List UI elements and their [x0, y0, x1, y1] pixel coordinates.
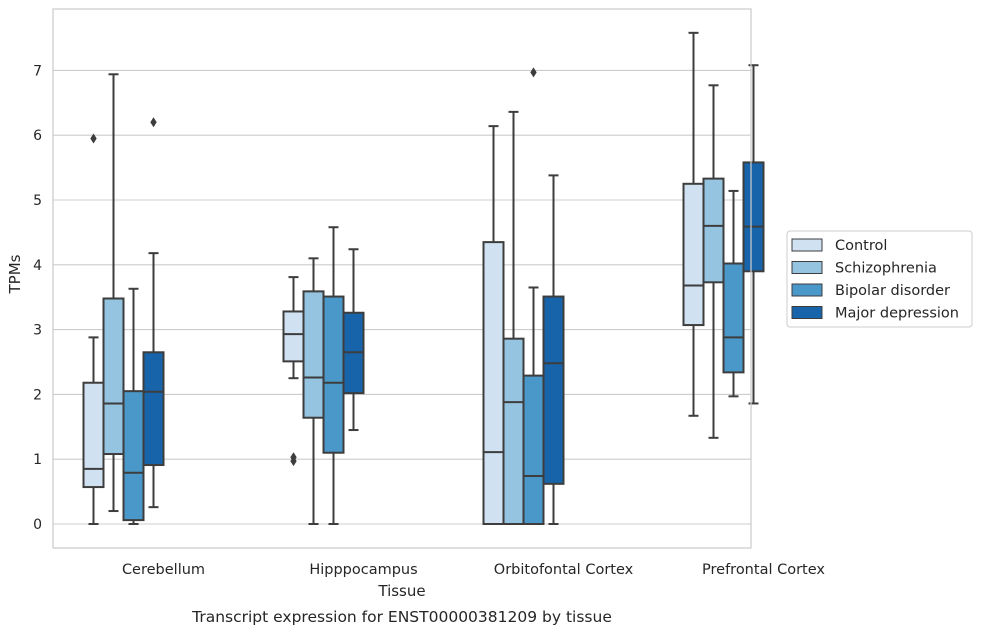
- box-2-2: [522, 67, 545, 525]
- box-3-3: [742, 64, 765, 405]
- y-tick-label: 4: [33, 258, 42, 274]
- iqr-box: [102, 297, 125, 456]
- iqr-box: [502, 337, 525, 525]
- y-tick-label: 3: [33, 323, 42, 339]
- box-0-2: [482, 125, 505, 525]
- boxes: [82, 31, 765, 525]
- x-tick-label: Cerebellum: [122, 562, 205, 578]
- legend: Control Schizophrenia Bipolar disorder Majo…: [786, 230, 973, 328]
- iqr-box: [302, 290, 325, 419]
- x-axis-ticks: Cerebellum Hipppocampus Orbitofontal Corte…: [122, 562, 825, 578]
- y-tick-label: 6: [33, 128, 42, 144]
- box-1-3: [702, 84, 725, 439]
- box-2-0: [122, 287, 145, 525]
- iqr-box: [682, 182, 705, 327]
- legend-swatch: [791, 283, 823, 297]
- y-tick-label: 2: [33, 387, 42, 403]
- box-2-1: [322, 226, 345, 525]
- box-1-1: [302, 257, 325, 525]
- legend-swatch: [791, 238, 823, 252]
- box-1-2: [502, 110, 525, 525]
- box-3-2: [542, 174, 565, 525]
- y-tick-label: 7: [33, 63, 42, 79]
- box-0-0: [82, 133, 105, 525]
- box-3-0: [142, 117, 165, 509]
- iqr-box: [142, 351, 165, 467]
- chart-caption: Transcript expression for ENST0000038120…: [191, 608, 612, 626]
- iqr-box: [702, 177, 725, 284]
- gridlines: [53, 69, 751, 525]
- legend-label: Control: [835, 238, 887, 254]
- y-axis-label: TPMs: [6, 254, 24, 294]
- iqr-box: [282, 310, 305, 363]
- iqr-box: [542, 295, 565, 485]
- iqr-box: [722, 262, 745, 374]
- x-tick-label: Orbitofontal Cortex: [494, 562, 634, 578]
- y-axis-ticks: 0 1 2 3 4 5 6 7: [33, 63, 42, 533]
- box-3-1: [342, 248, 365, 432]
- legend-frame: [786, 230, 973, 328]
- iqr-box: [322, 295, 345, 454]
- box-0-3: [682, 31, 705, 417]
- outlier-point: [150, 117, 157, 128]
- box-1-0: [102, 73, 125, 513]
- y-tick-label: 1: [33, 452, 42, 468]
- legend-swatch: [791, 261, 823, 274]
- outlier-point: [90, 133, 97, 144]
- box-2-3: [722, 189, 745, 398]
- plot-area-frame: [52, 8, 752, 549]
- outlier-point: [290, 452, 297, 463]
- x-tick-label: Prefrontal Cortex: [702, 562, 825, 578]
- iqr-box: [82, 381, 105, 489]
- y-tick-label: 0: [33, 517, 42, 533]
- legend-label: Bipolar disorder: [835, 283, 950, 299]
- iqr-box: [482, 241, 505, 525]
- outlier-point: [530, 67, 537, 78]
- legend-label: Schizophrenia: [835, 261, 937, 277]
- y-tick-label: 5: [33, 193, 42, 209]
- x-axis-label: Tissue: [377, 582, 425, 600]
- iqr-box: [122, 390, 145, 522]
- x-tick-label: Hipppocampus: [309, 562, 417, 578]
- iqr-box: [522, 374, 545, 525]
- legend-label: Major depression: [835, 306, 959, 322]
- box-0-1: [282, 276, 305, 467]
- iqr-box: [742, 161, 765, 273]
- legend-swatch: [791, 306, 823, 319]
